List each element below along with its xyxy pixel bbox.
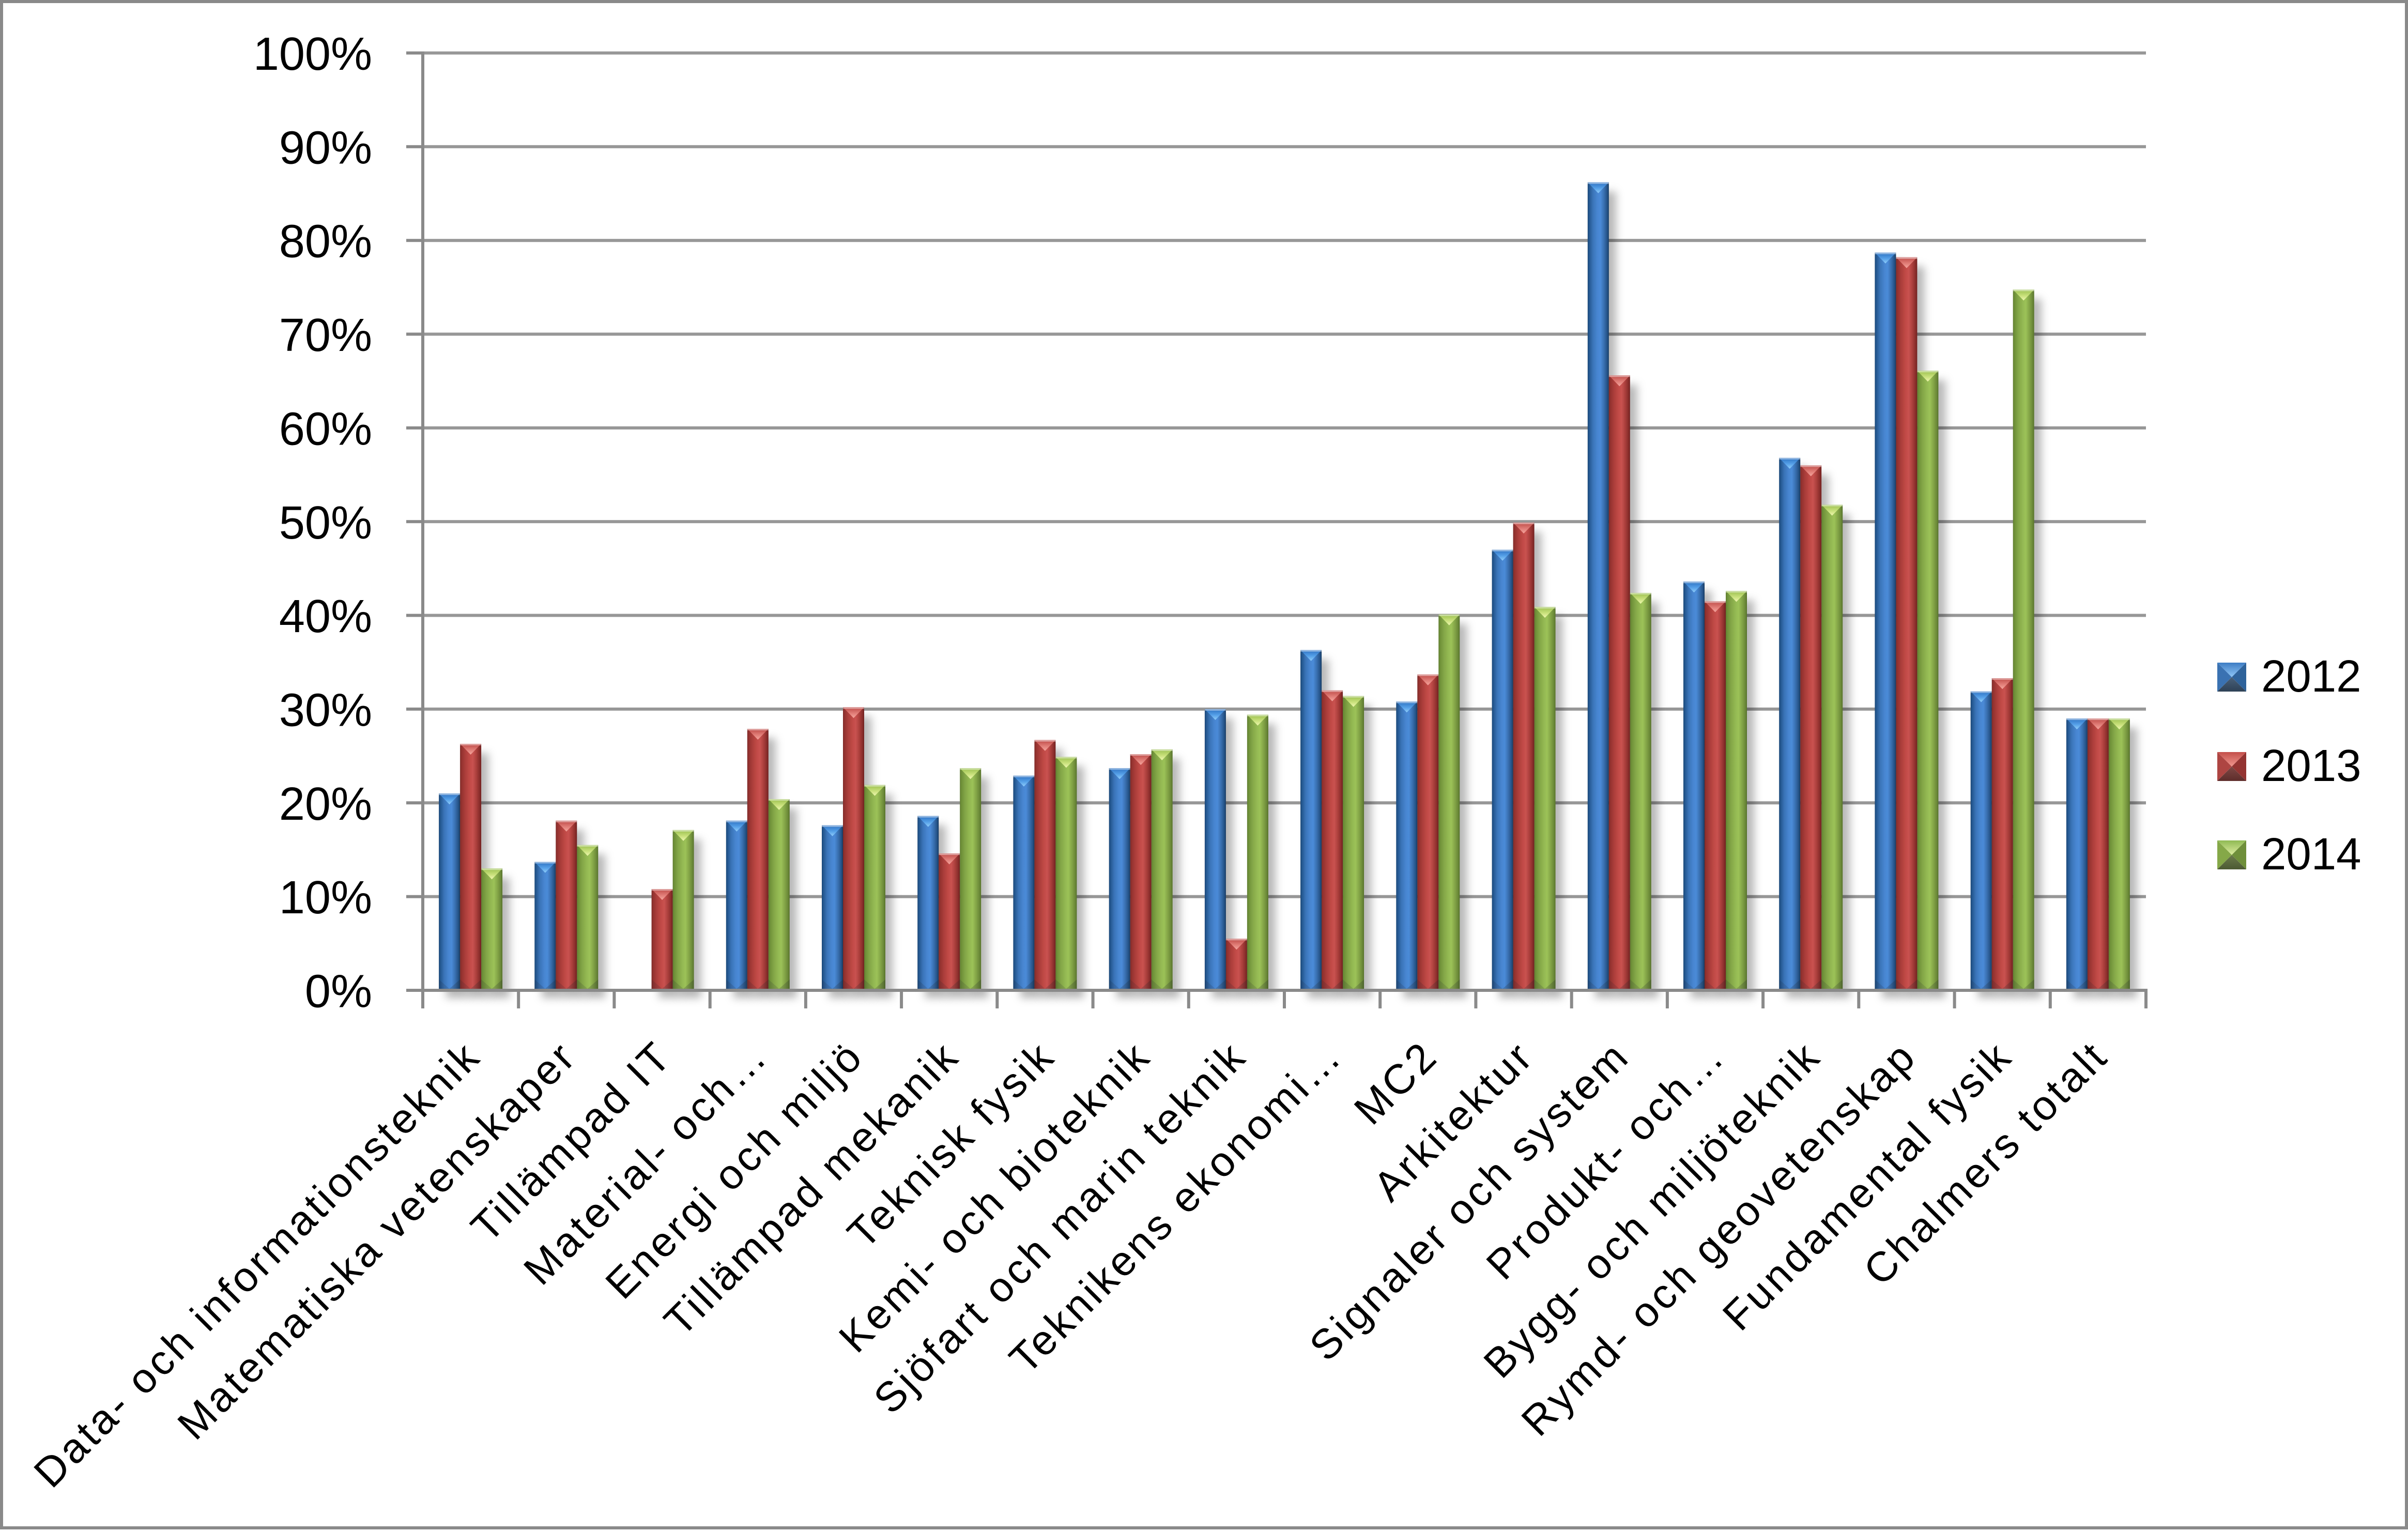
svg-text:90%: 90% bbox=[279, 122, 372, 174]
svg-text:2013: 2013 bbox=[2261, 741, 2361, 791]
svg-text:80%: 80% bbox=[279, 216, 372, 268]
svg-text:60%: 60% bbox=[279, 403, 372, 455]
svg-text:70%: 70% bbox=[279, 310, 372, 361]
svg-text:50%: 50% bbox=[279, 497, 372, 549]
svg-text:10%: 10% bbox=[279, 872, 372, 924]
svg-text:100%: 100% bbox=[253, 28, 372, 80]
svg-text:2012: 2012 bbox=[2261, 651, 2361, 701]
svg-text:40%: 40% bbox=[279, 591, 372, 642]
svg-text:30%: 30% bbox=[279, 684, 372, 736]
svg-text:2014: 2014 bbox=[2261, 829, 2361, 879]
svg-text:0%: 0% bbox=[305, 966, 372, 1018]
svg-text:20%: 20% bbox=[279, 778, 372, 830]
